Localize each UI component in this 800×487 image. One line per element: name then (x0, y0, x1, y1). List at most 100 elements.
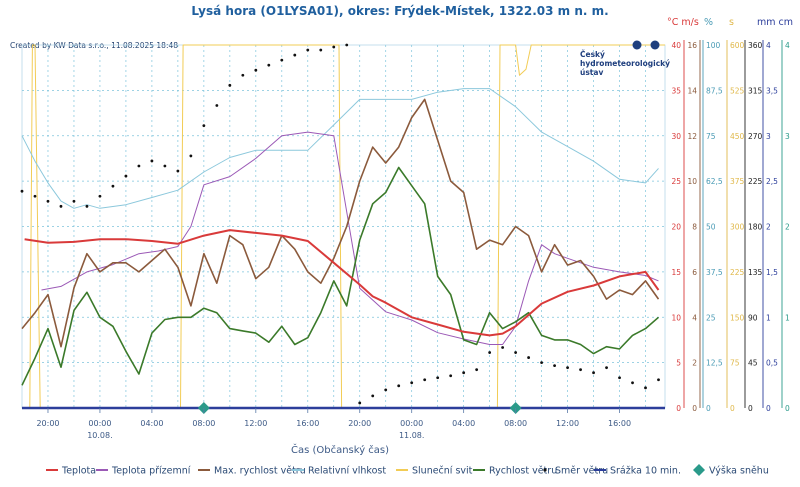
wind-direction-point (215, 104, 219, 107)
x-tick-label: 04:00 (452, 419, 475, 428)
x-tick-label: 16:00 (608, 419, 631, 428)
legend-label: Teplota (61, 466, 96, 477)
right-axis-tick-label: 62,5 (706, 177, 723, 186)
right-axis-tick-label: 150 (730, 313, 745, 322)
series-line-max-rychlost-vetru (21, 98, 660, 348)
wind-direction-point (501, 346, 505, 349)
x-tick-label: 20:00 (36, 419, 59, 428)
x-tick-label: 12:00 (244, 419, 267, 428)
right-axis-tick-label: 5 (676, 359, 681, 368)
series-layer (20, 43, 665, 414)
wind-direction-point (176, 169, 180, 173)
right-axis-tick-label: 2 (692, 359, 697, 368)
wind-direction-point (384, 388, 388, 392)
right-axis-tick-label: 4 (692, 313, 697, 322)
right-axis-tick-label: 600 (730, 41, 745, 50)
wind-direction-point (254, 68, 258, 72)
series-line-relativni-vlhkost (21, 88, 659, 209)
right-axis-tick-label: 135 (748, 268, 763, 277)
right-axis-tick-label: 75 (730, 359, 740, 368)
wind-direction-point (280, 58, 284, 62)
right-axis-tick-label: 8 (692, 223, 697, 232)
right-axis-tick-label: 0 (785, 404, 790, 413)
right-axis-tick-label: 2 (766, 223, 771, 232)
right-axis-tick-label: 10 (687, 177, 697, 186)
wind-direction-point (527, 356, 531, 359)
wind-direction-point (85, 204, 89, 208)
wind-direction-point (423, 378, 427, 382)
right-axis-tick-label: 0 (676, 404, 681, 413)
right-axis-tick-label: 15 (671, 268, 681, 277)
wind-direction-point (267, 63, 271, 67)
right-axis-tick-label: 35 (671, 86, 681, 95)
wind-direction-point (293, 53, 297, 57)
right-axis-tick-label: 100 (706, 41, 721, 50)
right-axis-tick-label: 50 (706, 223, 716, 232)
right-axis-tick-label: 0 (766, 404, 771, 413)
legend-swatch (693, 464, 705, 476)
right-axis-tick-label: 0 (706, 404, 711, 413)
wind-direction-point (46, 199, 50, 203)
right-axis-tick-label: 360 (748, 41, 763, 50)
wind-direction-point (20, 189, 24, 193)
wind-direction-point (397, 384, 401, 388)
legend: Teplota Teplota přízemní Max. rychlost vět… (46, 464, 769, 477)
x-axis: 20:00 00:00 04:00 08:00 12:00 16:00 20:00 00:00… (36, 408, 631, 440)
right-axis-tick-label: 10 (671, 313, 681, 322)
right-axis-tick-label: 1,5 (766, 268, 778, 277)
x-tick-label: 00:00 (400, 419, 423, 428)
right-axis-tick-label: 2 (785, 223, 790, 232)
wind-direction-point (657, 378, 660, 382)
right-axis-tick-label: 270 (748, 132, 763, 141)
right-axis-tick-label: 14 (687, 86, 697, 95)
wind-direction-point (618, 376, 621, 380)
x-tick-label: 04:00 (140, 419, 163, 428)
right-axis-tick-label: 87,5 (706, 86, 723, 95)
legend-label: Max. rychlost větru (214, 466, 306, 477)
wind-direction-point (449, 374, 453, 378)
wind-direction-point (137, 164, 141, 168)
right-axis-tick-label: 75 (706, 132, 716, 141)
wind-direction-point (345, 43, 349, 47)
wind-direction-point (332, 45, 336, 49)
wind-direction-point (462, 371, 466, 375)
right-axes: 4035302520151050161412108642010087,57562… (671, 40, 790, 413)
wind-direction-point (202, 124, 206, 128)
right-axis-tick-label: 0,5 (766, 359, 778, 368)
wind-direction-point (592, 371, 595, 375)
axis-unit-headers: °C m/s % s mm cm (667, 17, 793, 28)
wind-direction-point (124, 174, 128, 178)
right-axis-tick-label: 12,5 (706, 359, 723, 368)
right-axis-tick-label: 4 (785, 41, 790, 50)
x-tick-label: 12:00 (556, 419, 579, 428)
legend-label: Sluneční svit (412, 466, 473, 477)
right-axis-tick-label: 450 (730, 132, 745, 141)
wind-direction-point (488, 351, 492, 354)
right-axis-tick-label: 12 (687, 132, 697, 141)
legend-label: Relativní vlhkost (308, 466, 386, 477)
right-axis-tick-label: 300 (730, 223, 745, 232)
right-axis-tick-label: 0 (692, 404, 697, 413)
unit-header-sunshine: s (729, 17, 734, 28)
right-axis-tick-label: 375 (730, 177, 745, 186)
chmi-logo-dot (650, 40, 660, 50)
legend-label: Směr větru (555, 466, 608, 477)
wind-direction-point (72, 199, 76, 203)
right-axis-tick-label: 45 (748, 359, 758, 368)
wind-direction-point (410, 381, 414, 385)
logo-line1: Český (580, 50, 605, 59)
wind-direction-point (553, 364, 556, 368)
right-axis-tick-label: 1 (766, 313, 771, 322)
wind-direction-point (150, 159, 154, 163)
x-tick-label: 16:00 (296, 419, 319, 428)
unit-header-temp-wind: °C m/s (667, 17, 699, 28)
wind-direction-point (371, 394, 375, 398)
wind-direction-point (306, 48, 310, 52)
series-line-teplota (24, 229, 660, 337)
x-date-label: 11.08. (399, 431, 424, 440)
credit-text: Created by KW Data s.r.o., 11.08.2025 18… (10, 41, 178, 50)
series-line-slunecni-svit (22, 44, 665, 409)
right-axis-tick-label: 30 (671, 132, 681, 141)
right-axis-tick-label: 1 (785, 313, 790, 322)
